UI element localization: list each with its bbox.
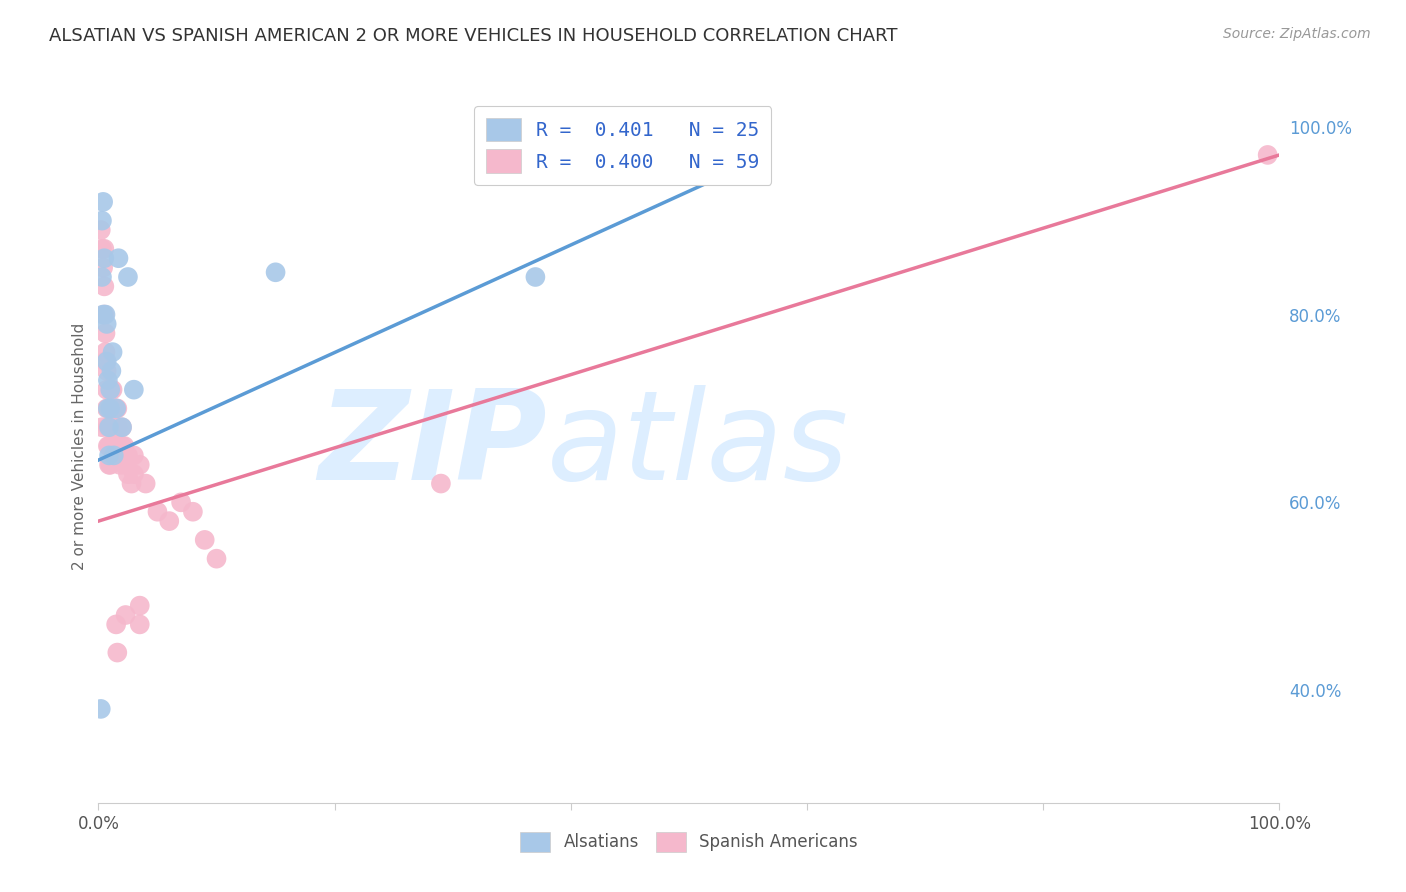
Point: [101, 383, 124, 397]
Point: [90, 702, 112, 716]
Point: [105, 401, 128, 416]
Point: [105, 401, 128, 416]
Point: [91, 270, 114, 285]
Point: [103, 420, 125, 434]
Point: [98, 458, 121, 472]
Point: [264, 265, 287, 279]
Point: [98, 449, 121, 463]
Point: [100, 364, 122, 378]
Point: [112, 458, 135, 472]
Point: [98, 458, 121, 472]
Point: [97, 420, 120, 434]
Point: [110, 439, 132, 453]
Point: [90, 223, 112, 237]
Point: [108, 458, 131, 472]
Point: [96, 317, 118, 331]
Point: [105, 420, 128, 434]
Point: [1257, 148, 1279, 162]
Point: [170, 495, 193, 509]
Point: [96, 383, 118, 397]
Point: [101, 345, 124, 359]
Text: Source: ZipAtlas.com: Source: ZipAtlas.com: [1223, 27, 1371, 41]
Point: [128, 599, 150, 613]
Point: [98, 439, 121, 453]
Point: [94, 308, 117, 322]
Point: [96, 354, 118, 368]
Point: [96, 401, 118, 416]
Point: [91, 420, 114, 434]
Point: [205, 551, 228, 566]
Point: [97, 373, 120, 387]
Point: [104, 420, 127, 434]
Legend: Alsatians, Spanish Americans: Alsatians, Spanish Americans: [513, 825, 865, 859]
Point: [121, 476, 143, 491]
Point: [117, 270, 139, 285]
Point: [105, 617, 128, 632]
Text: ALSATIAN VS SPANISH AMERICAN 2 OR MORE VEHICLES IN HOUSEHOLD CORRELATION CHART: ALSATIAN VS SPANISH AMERICAN 2 OR MORE V…: [49, 27, 897, 45]
Point: [117, 467, 139, 482]
Point: [103, 439, 125, 453]
Point: [91, 242, 114, 256]
Point: [104, 401, 127, 416]
Point: [105, 420, 128, 434]
Point: [97, 401, 120, 416]
Point: [146, 505, 169, 519]
Text: ZIP: ZIP: [319, 385, 547, 507]
Point: [93, 242, 115, 256]
Point: [194, 533, 217, 547]
Point: [117, 449, 139, 463]
Point: [107, 251, 129, 265]
Point: [128, 458, 150, 472]
Point: [98, 420, 121, 434]
Point: [91, 194, 114, 209]
Point: [98, 401, 121, 416]
Point: [157, 514, 180, 528]
Point: [93, 251, 115, 265]
Text: atlas: atlas: [547, 385, 849, 507]
Point: [93, 308, 115, 322]
Point: [98, 439, 121, 453]
Point: [98, 383, 121, 397]
Point: [122, 467, 145, 482]
Point: [122, 383, 145, 397]
Point: [94, 354, 117, 368]
Point: [524, 270, 547, 285]
Point: [128, 617, 150, 632]
Point: [97, 439, 120, 453]
Point: [181, 505, 204, 519]
Y-axis label: 2 or more Vehicles in Household: 2 or more Vehicles in Household: [72, 322, 87, 570]
Point: [430, 476, 453, 491]
Point: [98, 420, 121, 434]
Point: [100, 401, 122, 416]
Point: [101, 401, 124, 416]
Point: [91, 308, 114, 322]
Point: [93, 279, 115, 293]
Point: [94, 345, 117, 359]
Point: [105, 401, 128, 416]
Point: [94, 326, 117, 341]
Point: [96, 364, 118, 378]
Point: [122, 449, 145, 463]
Point: [111, 420, 134, 434]
Point: [100, 383, 122, 397]
Point: [107, 439, 129, 453]
Point: [114, 607, 136, 622]
Point: [105, 646, 128, 660]
Point: [103, 449, 125, 463]
Point: [135, 476, 157, 491]
Point: [91, 213, 114, 227]
Point: [112, 439, 135, 453]
Point: [111, 420, 134, 434]
Point: [111, 439, 134, 453]
Point: [91, 260, 114, 275]
